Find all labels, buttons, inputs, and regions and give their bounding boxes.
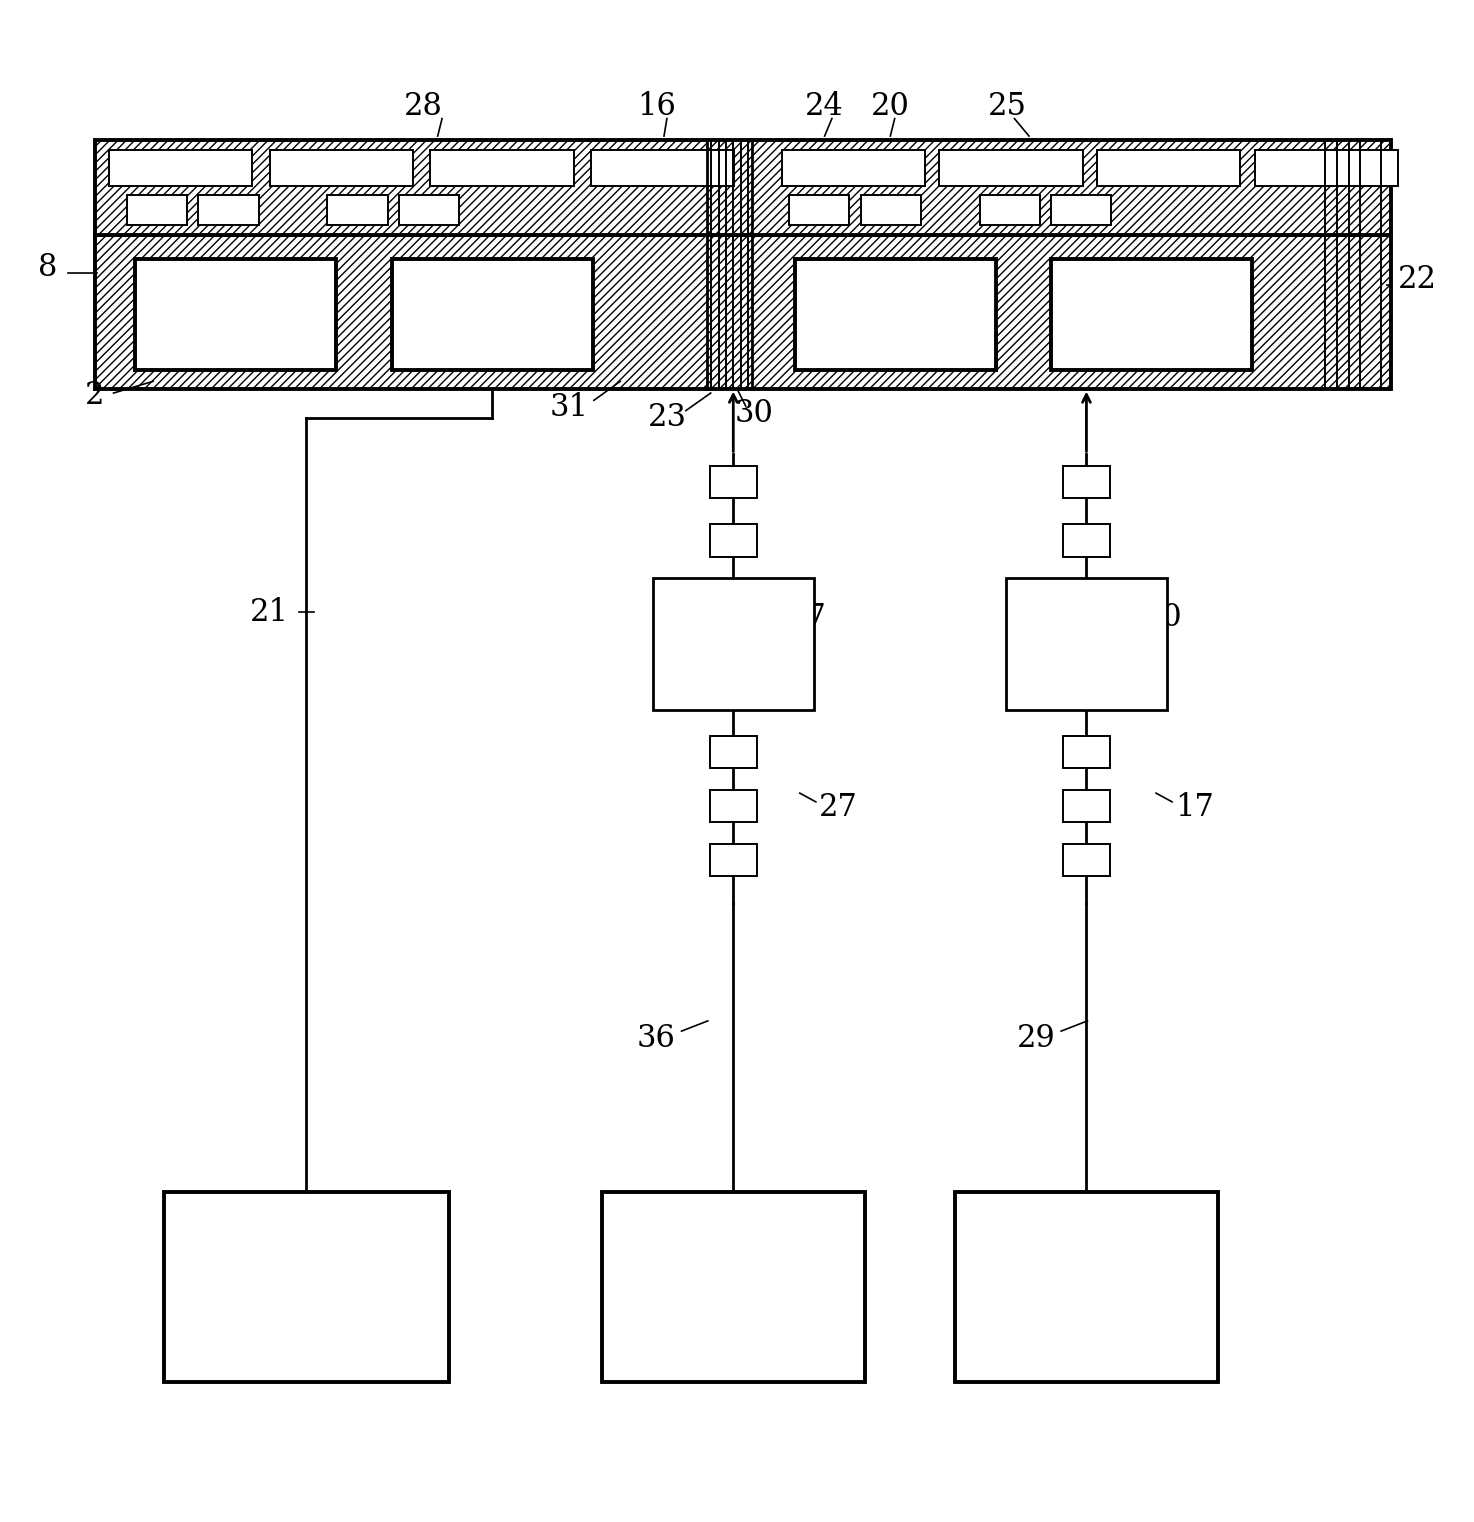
- Bar: [1063, 466, 1110, 498]
- Bar: [136, 259, 336, 370]
- Text: 23: 23: [647, 402, 687, 434]
- Text: 11: 11: [700, 1312, 738, 1342]
- Bar: [601, 1192, 865, 1382]
- Text: 40: 40: [1142, 603, 1182, 633]
- Bar: [653, 578, 814, 709]
- Bar: [392, 259, 593, 370]
- Text: 16: 16: [637, 91, 677, 122]
- Bar: [1063, 737, 1110, 769]
- Bar: [430, 149, 573, 186]
- Bar: [1063, 790, 1110, 822]
- Bar: [327, 195, 388, 225]
- Bar: [270, 149, 413, 186]
- Bar: [955, 1192, 1218, 1382]
- Bar: [710, 737, 756, 769]
- Bar: [1063, 525, 1110, 557]
- Text: 8: 8: [38, 253, 57, 283]
- Bar: [939, 149, 1082, 186]
- Bar: [94, 140, 1391, 234]
- Bar: [94, 140, 1391, 234]
- Text: 10: 10: [287, 1312, 326, 1342]
- Bar: [861, 195, 921, 225]
- Bar: [980, 195, 1039, 225]
- Bar: [1097, 149, 1240, 186]
- Text: 22: 22: [1397, 263, 1437, 295]
- Bar: [781, 149, 924, 186]
- Bar: [399, 195, 460, 225]
- Bar: [94, 234, 1391, 388]
- Bar: [199, 195, 258, 225]
- Text: 25: 25: [988, 91, 1026, 122]
- Bar: [1254, 149, 1399, 186]
- Text: 31: 31: [550, 393, 588, 423]
- Bar: [591, 149, 734, 186]
- Text: 37: 37: [789, 603, 827, 633]
- Text: 24: 24: [805, 91, 845, 122]
- Bar: [1051, 259, 1251, 370]
- Bar: [710, 845, 756, 877]
- Text: 2: 2: [85, 380, 105, 411]
- Text: 29: 29: [1017, 1023, 1055, 1053]
- Text: 30: 30: [736, 397, 774, 429]
- Bar: [1051, 195, 1111, 225]
- Text: 17: 17: [1175, 793, 1215, 823]
- Bar: [127, 195, 187, 225]
- Bar: [1063, 845, 1110, 877]
- Bar: [710, 790, 756, 822]
- Bar: [789, 195, 849, 225]
- Text: 38: 38: [1088, 1312, 1128, 1342]
- Text: 20: 20: [871, 91, 909, 122]
- Bar: [94, 234, 1391, 388]
- Bar: [710, 466, 756, 498]
- Text: 21: 21: [249, 597, 289, 627]
- Text: 36: 36: [637, 1023, 675, 1053]
- Text: 27: 27: [818, 793, 858, 823]
- Bar: [1325, 140, 1381, 388]
- Bar: [164, 1192, 448, 1382]
- Bar: [1007, 578, 1167, 709]
- Bar: [710, 525, 756, 557]
- Bar: [794, 259, 995, 370]
- Text: 28: 28: [404, 91, 442, 122]
- Bar: [109, 149, 252, 186]
